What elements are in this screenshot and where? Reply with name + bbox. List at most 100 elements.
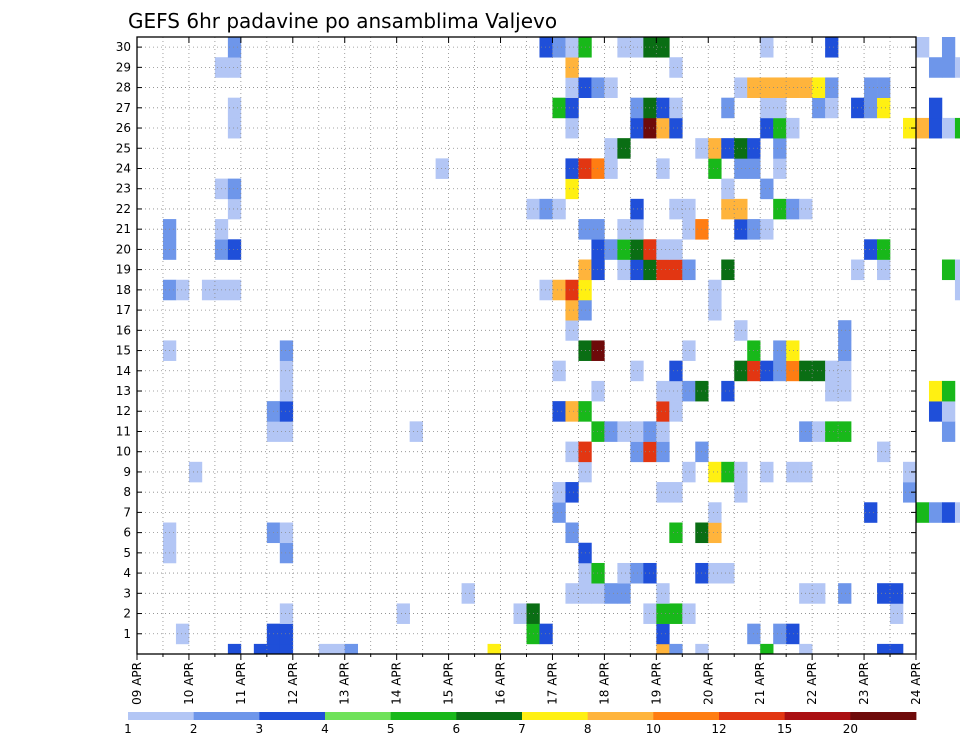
heatmap-cell [617,421,631,442]
heatmap-cells [162,37,960,655]
colorbar-swatch [653,712,720,720]
colorbar-label: 3 [256,722,264,736]
y-axis: 1234567891011121314151617181920212223242… [116,40,916,641]
y-tick-label: 4 [123,566,131,580]
colorbar-label: 10 [646,722,661,736]
heatmap-cell [954,117,960,139]
heatmap-cell [825,77,839,98]
heatmap-cell [591,380,605,402]
heatmap-cell [928,401,943,422]
heatmap-cell [734,219,748,240]
colorbar-label: 15 [777,722,792,736]
heatmap-cell [812,583,826,604]
heatmap-cell [565,401,579,422]
heatmap-cell [838,380,852,402]
heatmap-cell [682,259,696,281]
heatmap-cell [695,643,709,655]
y-tick-label: 10 [116,445,131,459]
heatmap-cell [591,259,605,281]
y-tick-label: 25 [116,141,131,155]
heatmap-cell [916,37,930,58]
colorbar-swatch [193,712,260,720]
heatmap-cell [617,138,631,159]
heatmap-cell [928,57,943,78]
x-tick-label: 16 APR [494,662,508,705]
heatmap-cell [565,583,579,604]
heatmap-cell [941,57,956,78]
heatmap-cell [941,37,956,58]
heatmap-cell [734,158,748,179]
heatmap-cell [721,198,735,220]
heatmap-cell [279,643,294,655]
heatmap-cell [409,421,423,442]
x-tick-label: 17 APR [545,662,559,705]
heatmap-cell [565,279,579,301]
y-tick-label: 12 [116,404,131,418]
heatmap-cell [669,198,683,220]
heatmap-cell [565,178,579,200]
y-tick-label: 6 [123,526,131,540]
heatmap-cell [721,461,735,483]
heatmap-cell [227,279,242,301]
heatmap-cell [552,482,566,503]
heatmap-cell [201,279,216,301]
heatmap-cell [682,461,696,483]
heatmap-cell [812,360,826,382]
heatmap-cell [552,401,566,422]
heatmap-cell [591,77,605,98]
heatmap-cell [656,401,670,422]
heatmap-cell [760,178,774,200]
y-tick-label: 1 [123,627,131,641]
heatmap-cell [656,37,670,58]
y-tick-label: 30 [116,40,131,54]
y-tick-label: 9 [123,465,131,479]
heatmap-cell [669,117,683,139]
heatmap-cell [279,340,294,361]
heatmap-cell [227,239,242,260]
heatmap-cell [344,643,359,655]
heatmap-cell [279,522,294,544]
heatmap-cell [227,57,242,78]
colorbar-swatch [259,712,326,720]
heatmap-cell [760,37,774,58]
heatmap-cell [941,259,956,281]
heatmap-cell [825,360,839,382]
heatmap-cell [617,583,631,604]
heatmap-cell [877,239,891,260]
heatmap-cell [552,360,566,382]
heatmap-cell [928,97,943,119]
heatmap-cell [734,320,748,341]
heatmap-cell [227,198,242,220]
heatmap-cell [760,97,774,119]
heatmap-cell [461,583,475,604]
heatmap-cell [708,522,722,544]
y-tick-label: 23 [116,182,131,196]
heatmap-cell [825,421,839,442]
heatmap-cell [928,380,943,402]
x-tick-label: 22 APR [805,662,819,705]
heatmap-cell [396,603,410,624]
heatmap-cell [279,380,294,402]
heatmap-cell [786,360,800,382]
heatmap-cell [253,643,268,655]
heatmap-cell [954,259,960,281]
y-tick-label: 18 [116,283,131,297]
y-tick-label: 7 [123,505,131,519]
heatmap-cell [669,57,683,78]
y-tick-label: 3 [123,586,131,600]
heatmap-cell [916,117,930,139]
heatmap-cell [877,259,891,281]
heatmap-cell [266,643,281,655]
colorbar-label: 1 [124,722,132,736]
heatmap-cell [708,502,722,523]
heatmap-cell [838,320,852,341]
heatmap-cell [669,482,683,503]
heatmap-cell [864,239,878,260]
heatmap-cell [656,603,670,624]
y-tick-label: 2 [123,607,131,621]
heatmap-cell [941,421,956,442]
heatmap-cell [279,623,294,645]
x-tick-label: 23 APR [857,662,871,705]
heatmap-cell [890,603,904,624]
heatmap-cell [591,340,605,361]
